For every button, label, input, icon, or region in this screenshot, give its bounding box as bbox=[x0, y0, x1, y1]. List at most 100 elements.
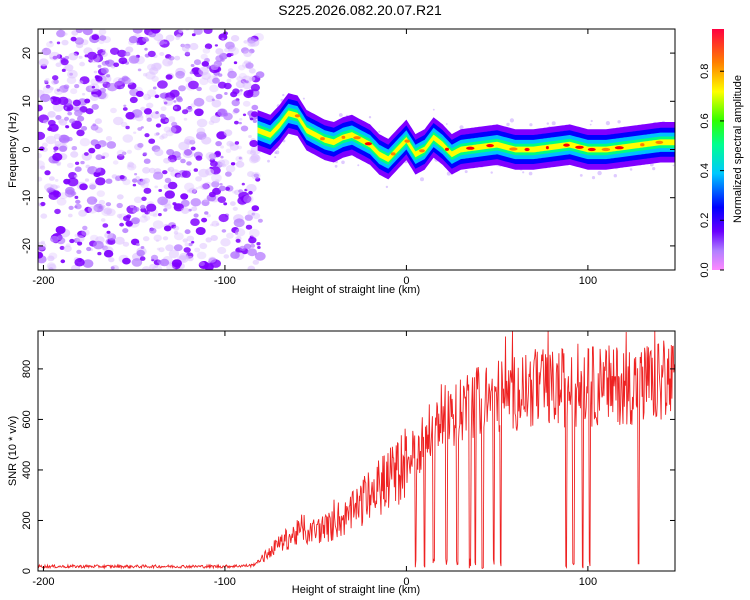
noise-blob bbox=[62, 137, 67, 141]
noise-blob bbox=[159, 135, 165, 140]
noise-blob bbox=[218, 159, 226, 166]
noise-blob bbox=[52, 55, 58, 60]
noise-blob bbox=[218, 185, 226, 192]
noise-blob bbox=[205, 237, 212, 243]
noise-blob bbox=[132, 206, 140, 212]
noise-blob bbox=[104, 231, 113, 239]
noise-blob bbox=[106, 83, 118, 92]
noise-blob bbox=[110, 266, 115, 270]
noise-blob bbox=[80, 160, 85, 165]
spectrogram-ytick-label: -20 bbox=[21, 238, 33, 254]
noise-blob bbox=[182, 149, 194, 159]
noise-blob bbox=[93, 166, 102, 173]
noise-blob bbox=[223, 129, 233, 137]
noise-blob bbox=[247, 248, 257, 257]
noise-blob bbox=[89, 182, 97, 189]
noise-blob bbox=[217, 108, 228, 117]
noise-blob bbox=[148, 96, 151, 100]
noise-blob bbox=[56, 41, 61, 45]
noise-blob bbox=[47, 255, 55, 262]
noise-blob bbox=[233, 108, 240, 114]
noise-blob bbox=[128, 55, 140, 64]
noise-blob bbox=[76, 235, 85, 243]
noise-blob bbox=[184, 229, 191, 235]
noise-blob bbox=[132, 178, 138, 183]
spectrogram-xtick-label: -100 bbox=[214, 275, 236, 287]
noise-blob bbox=[201, 61, 209, 67]
scatter-speck bbox=[420, 177, 424, 182]
noise-blob bbox=[75, 199, 81, 204]
noise-blob bbox=[52, 103, 64, 112]
noise-blob bbox=[176, 34, 182, 39]
noise-blob bbox=[162, 170, 168, 175]
noise-blob bbox=[247, 265, 256, 270]
ridge-hotspot bbox=[575, 145, 584, 149]
noise-blob bbox=[105, 178, 113, 184]
noise-blob bbox=[235, 155, 244, 162]
spectrogram-xtick-label: 100 bbox=[579, 275, 597, 287]
ridge-hotspot bbox=[364, 142, 372, 146]
noise-blob bbox=[191, 33, 196, 37]
ridge-band-cyan bbox=[257, 103, 675, 169]
noise-blob bbox=[140, 246, 145, 249]
scatter-speck bbox=[338, 113, 343, 117]
noise-blob bbox=[217, 246, 227, 255]
noise-blob bbox=[251, 212, 256, 216]
noise-blob bbox=[247, 209, 256, 216]
noise-blob bbox=[143, 158, 151, 164]
noise-blob bbox=[142, 36, 149, 42]
noise-blob bbox=[215, 48, 224, 55]
noise-blob bbox=[127, 82, 137, 90]
noise-blob bbox=[249, 235, 254, 239]
noise-blob bbox=[158, 213, 162, 217]
snr-xtick-label: -100 bbox=[214, 576, 236, 588]
noise-blob bbox=[186, 235, 195, 242]
snr-panel: -200 -100 0 100 0 200 400 600 800 Height of stra… bbox=[7, 330, 676, 596]
noise-blob bbox=[61, 39, 69, 46]
noise-blob bbox=[114, 236, 125, 245]
scatter-speck bbox=[490, 171, 493, 174]
noise-blob bbox=[251, 171, 261, 180]
noise-blob bbox=[175, 155, 182, 160]
noise-blob bbox=[189, 71, 194, 75]
scatter-speck bbox=[368, 116, 372, 119]
noise-blob bbox=[190, 198, 202, 207]
noise-blob bbox=[47, 127, 53, 132]
noise-blob bbox=[229, 142, 235, 147]
noise-blob bbox=[210, 115, 221, 124]
noise-blob bbox=[184, 136, 196, 145]
noise-blob bbox=[63, 84, 70, 90]
noise-blob bbox=[204, 43, 213, 50]
noise-blob bbox=[191, 240, 195, 244]
noise-blob bbox=[161, 133, 168, 139]
noise-blob bbox=[148, 138, 156, 144]
noise-blob bbox=[217, 196, 226, 204]
noise-blob bbox=[57, 118, 64, 124]
noise-blob bbox=[67, 213, 73, 218]
ridge-hotspot bbox=[390, 152, 396, 156]
noise-blob bbox=[67, 111, 73, 116]
noise-blob bbox=[76, 249, 82, 254]
noise-blob bbox=[183, 117, 188, 121]
noise-blob bbox=[205, 151, 216, 161]
noise-blob bbox=[193, 213, 199, 218]
noise-blob bbox=[127, 161, 134, 167]
ridge-hotspot bbox=[419, 149, 425, 153]
noise-blob bbox=[59, 192, 68, 200]
noise-blob bbox=[67, 177, 79, 187]
noise-blob bbox=[54, 208, 61, 215]
noise-blob bbox=[55, 226, 66, 234]
noise-blob bbox=[221, 229, 227, 233]
noise-blob bbox=[116, 202, 123, 209]
noise-blob bbox=[88, 147, 96, 154]
noise-blob bbox=[156, 247, 161, 251]
noise-blob bbox=[100, 67, 109, 74]
noise-blob bbox=[49, 176, 55, 181]
noise-blob bbox=[128, 35, 138, 44]
noise-blob bbox=[218, 73, 223, 77]
noise-blob bbox=[157, 39, 165, 46]
noise-blob bbox=[163, 126, 171, 133]
noise-blob bbox=[90, 124, 99, 131]
noise-blob bbox=[93, 240, 104, 250]
noise-blob bbox=[201, 72, 212, 80]
